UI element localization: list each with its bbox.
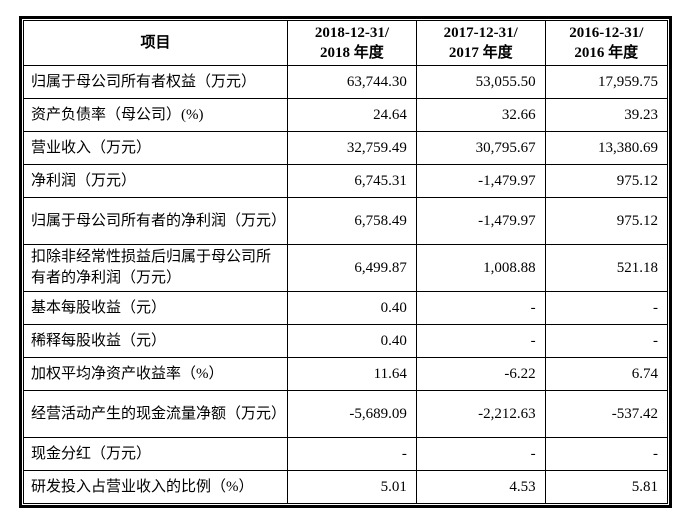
cell-value: -	[544, 324, 669, 358]
cell-value: -	[415, 291, 546, 325]
cell-value: 6,758.49	[287, 197, 417, 245]
cell-value: 4.53	[415, 470, 546, 504]
cell-value: 0.40	[287, 291, 417, 325]
row-label: 现金分红（万元）	[22, 437, 289, 471]
table-row: 现金分红（万元） - - -	[22, 437, 669, 471]
cell-value: 6.74	[544, 357, 669, 391]
cell-value: 521.18	[544, 244, 669, 292]
cell-value: 6,499.87	[287, 244, 417, 292]
cell-value: 13,380.69	[544, 131, 669, 165]
cell-value: 5.81	[544, 470, 669, 504]
cell-value: -	[544, 291, 669, 325]
column-header-2018: 2018-12-31/ 2018 年度	[287, 20, 417, 66]
cell-value: -5,689.09	[287, 390, 417, 438]
table-row: 经营活动产生的现金流量净额（万元） -5,689.09 -2,212.63 -5…	[22, 390, 669, 438]
column-header-2017-year: 2017 年度	[448, 45, 513, 61]
row-label: 资产负债率（母公司）(%)	[22, 98, 289, 132]
cell-value: -1,479.97	[415, 164, 546, 198]
financial-table: 项目 2018-12-31/ 2018 年度 2017-12-31/ 2017 …	[22, 20, 669, 504]
cell-value: 32.66	[415, 98, 546, 132]
column-header-item-label: 项目	[140, 34, 171, 51]
cell-value: 24.64	[287, 98, 417, 132]
column-header-item: 项目	[22, 20, 289, 66]
column-header-2017: 2017-12-31/ 2017 年度	[415, 20, 546, 66]
cell-value: 6,745.31	[287, 164, 417, 198]
cell-value: -537.42	[544, 390, 669, 438]
cell-value: 975.12	[544, 197, 669, 245]
cell-value: -	[415, 324, 546, 358]
cell-value: 30,795.67	[415, 131, 546, 165]
table-row: 研发投入占营业收入的比例（%） 5.01 4.53 5.81	[22, 470, 669, 504]
cell-value: -1,479.97	[415, 197, 546, 245]
cell-value: 975.12	[544, 164, 669, 198]
row-label: 扣除非经常性损益后归属于母公司所有者的净利润（万元）	[22, 244, 289, 292]
table-row: 营业收入（万元） 32,759.49 30,795.67 13,380.69	[22, 131, 669, 165]
row-label: 加权平均净资产收益率（%）	[22, 357, 289, 391]
cell-value: 1,008.88	[415, 244, 546, 292]
row-label: 归属于母公司所有者权益（万元）	[22, 65, 289, 99]
row-label: 稀释每股收益（元）	[22, 324, 289, 358]
table-row: 资产负债率（母公司）(%) 24.64 32.66 39.23	[22, 98, 669, 132]
cell-value: 17,959.75	[544, 65, 669, 99]
cell-value: 39.23	[544, 98, 669, 132]
header-row: 项目 2018-12-31/ 2018 年度 2017-12-31/ 2017 …	[22, 20, 669, 66]
cell-value: 5.01	[287, 470, 417, 504]
column-header-2016-year: 2016 年度	[574, 45, 639, 61]
cell-value: -2,212.63	[415, 390, 546, 438]
row-label: 基本每股收益（元）	[22, 291, 289, 325]
column-header-2016-date: 2016-12-31/	[569, 24, 644, 41]
column-header-2016: 2016-12-31/ 2016 年度	[544, 20, 669, 66]
cell-value: -6.22	[415, 357, 546, 391]
row-label: 研发投入占营业收入的比例（%）	[22, 470, 289, 504]
table-row: 扣除非经常性损益后归属于母公司所有者的净利润（万元） 6,499.87 1,00…	[22, 244, 669, 292]
row-label: 归属于母公司所有者的净利润（万元）	[22, 197, 289, 245]
table-row: 归属于母公司所有者的净利润（万元） 6,758.49 -1,479.97 975…	[22, 197, 669, 245]
cell-value: 11.64	[287, 357, 417, 391]
column-header-2018-year: 2018 年度	[320, 45, 384, 61]
table-row: 基本每股收益（元） 0.40 - -	[22, 291, 669, 325]
row-label: 净利润（万元）	[22, 164, 289, 198]
table-row: 加权平均净资产收益率（%） 11.64 -6.22 6.74	[22, 357, 669, 391]
row-label: 营业收入（万元）	[22, 131, 289, 165]
cell-value: 32,759.49	[287, 131, 417, 165]
cell-value: -	[544, 437, 669, 471]
column-header-2017-date: 2017-12-31/	[443, 24, 518, 41]
row-label: 经营活动产生的现金流量净额（万元）	[22, 390, 289, 438]
table-row: 归属于母公司所有者权益（万元） 63,744.30 53,055.50 17,9…	[22, 65, 669, 99]
financial-summary-table: 项目 2018-12-31/ 2018 年度 2017-12-31/ 2017 …	[19, 16, 672, 508]
column-header-2018-date: 2018-12-31/	[314, 24, 390, 41]
cell-value: -	[287, 437, 417, 471]
cell-value: 0.40	[287, 324, 417, 358]
cell-value: -	[415, 437, 546, 471]
cell-value: 53,055.50	[415, 65, 546, 99]
table-row: 净利润（万元） 6,745.31 -1,479.97 975.12	[22, 164, 669, 198]
cell-value: 63,744.30	[287, 65, 417, 99]
table-row: 稀释每股收益（元） 0.40 - -	[22, 324, 669, 358]
